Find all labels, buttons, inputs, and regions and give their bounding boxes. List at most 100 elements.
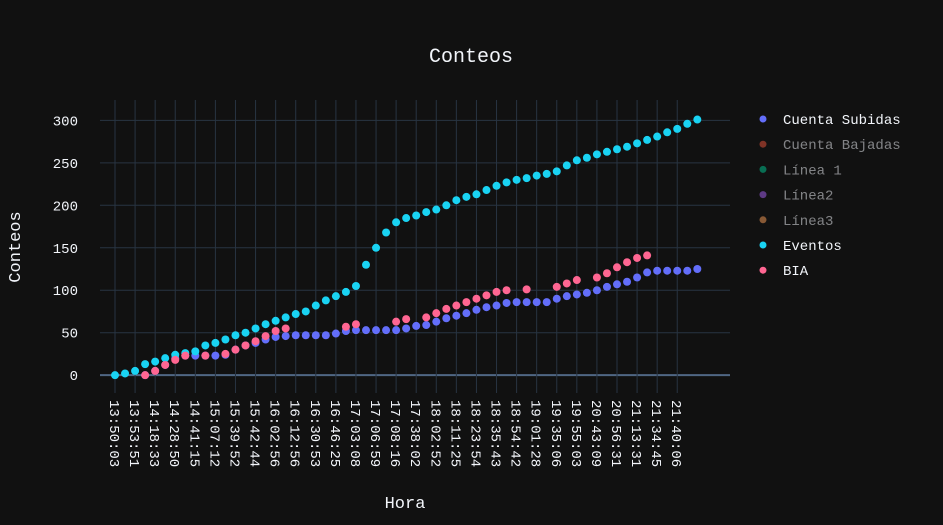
marker (602, 269, 611, 278)
marker (613, 263, 621, 272)
legend-marker (759, 191, 767, 199)
marker (432, 309, 441, 318)
legend-label[interactable]: Línea2 (783, 189, 833, 205)
marker (121, 369, 130, 378)
marker (673, 124, 682, 133)
x-tick-label: 18:54:42 (507, 400, 523, 467)
legend-marker (759, 266, 767, 274)
y-axis-title: Conteos (7, 211, 26, 282)
marker (351, 326, 360, 335)
marker (321, 296, 330, 305)
marker (643, 268, 652, 277)
x-tick-label: 20:56:31 (607, 400, 623, 467)
marker (251, 337, 260, 346)
marker (151, 366, 160, 375)
marker (592, 150, 601, 159)
marker (191, 347, 200, 356)
marker (362, 260, 370, 269)
marker (663, 128, 672, 137)
marker (141, 371, 150, 380)
marker (311, 301, 320, 310)
marker (633, 253, 642, 262)
x-tick-label: 17:08:16 (386, 400, 402, 467)
marker (442, 304, 451, 313)
x-tick-label: 15:39:52 (225, 400, 241, 467)
marker (462, 309, 471, 318)
marker (693, 265, 702, 274)
marker (472, 294, 481, 303)
x-tick-label: 15:07:12 (205, 400, 221, 467)
marker (582, 288, 591, 297)
marker (161, 360, 170, 369)
marker (211, 351, 220, 360)
legend-label[interactable]: Eventos (783, 239, 842, 255)
marker (562, 292, 571, 301)
marker (673, 266, 682, 275)
marker (281, 332, 290, 341)
marker (392, 317, 401, 326)
marker (502, 286, 511, 295)
legend-marker (759, 165, 767, 173)
marker (161, 354, 170, 363)
marker (613, 145, 621, 154)
y-tick-label: 200 (53, 199, 78, 215)
marker (572, 276, 581, 285)
x-tick-label: 13:50:03 (105, 400, 121, 467)
marker (271, 316, 280, 325)
marker (442, 201, 451, 210)
marker (522, 174, 531, 183)
x-tick-label: 14:28:50 (165, 400, 181, 467)
marker (522, 285, 531, 294)
marker (422, 321, 431, 330)
marker (301, 331, 310, 340)
marker (613, 280, 621, 289)
marker (623, 277, 632, 286)
y-tick-label: 300 (53, 114, 78, 130)
x-tick-label: 21:40:06 (667, 400, 683, 467)
marker (301, 307, 310, 316)
marker (653, 132, 662, 141)
x-tick-label: 19:01:28 (527, 400, 543, 467)
x-tick-label: 15:42:44 (246, 400, 262, 467)
marker (643, 135, 652, 144)
marker (231, 331, 240, 340)
marker (111, 371, 119, 380)
marker (532, 298, 541, 307)
marker (241, 341, 250, 350)
x-tick-label: 14:18:33 (145, 400, 161, 467)
marker (683, 266, 692, 275)
y-tick-label: 250 (53, 157, 78, 173)
marker (452, 311, 461, 320)
marker (562, 279, 571, 288)
marker (362, 326, 370, 335)
marker (392, 326, 401, 335)
legend-label[interactable]: Cuenta Subidas (783, 113, 901, 129)
marker (492, 301, 501, 310)
marker (131, 366, 140, 375)
x-tick-label: 14:41:15 (185, 400, 201, 467)
marker (261, 332, 270, 341)
marker (522, 298, 531, 307)
marker (512, 298, 521, 307)
marker (482, 291, 491, 300)
x-tick-label: 18:02:52 (426, 400, 442, 467)
x-tick-label: 21:34:45 (647, 400, 663, 467)
legend-label[interactable]: Cuenta Bajadas (783, 138, 901, 154)
marker (171, 355, 180, 364)
marker (442, 314, 451, 323)
legend-label[interactable]: BIA (783, 264, 809, 280)
legend-label[interactable]: Línea3 (783, 214, 833, 230)
marker (602, 282, 611, 291)
marker (663, 266, 672, 275)
x-tick-label: 19:35:06 (547, 400, 563, 467)
marker (693, 115, 702, 124)
legend-label[interactable]: Línea 1 (783, 163, 842, 179)
marker (623, 258, 632, 267)
x-tick-label: 16:12:56 (286, 400, 302, 467)
marker (392, 218, 401, 227)
marker (532, 171, 541, 180)
marker (221, 335, 230, 344)
marker (572, 156, 581, 165)
marker (502, 178, 511, 187)
marker (683, 119, 692, 128)
